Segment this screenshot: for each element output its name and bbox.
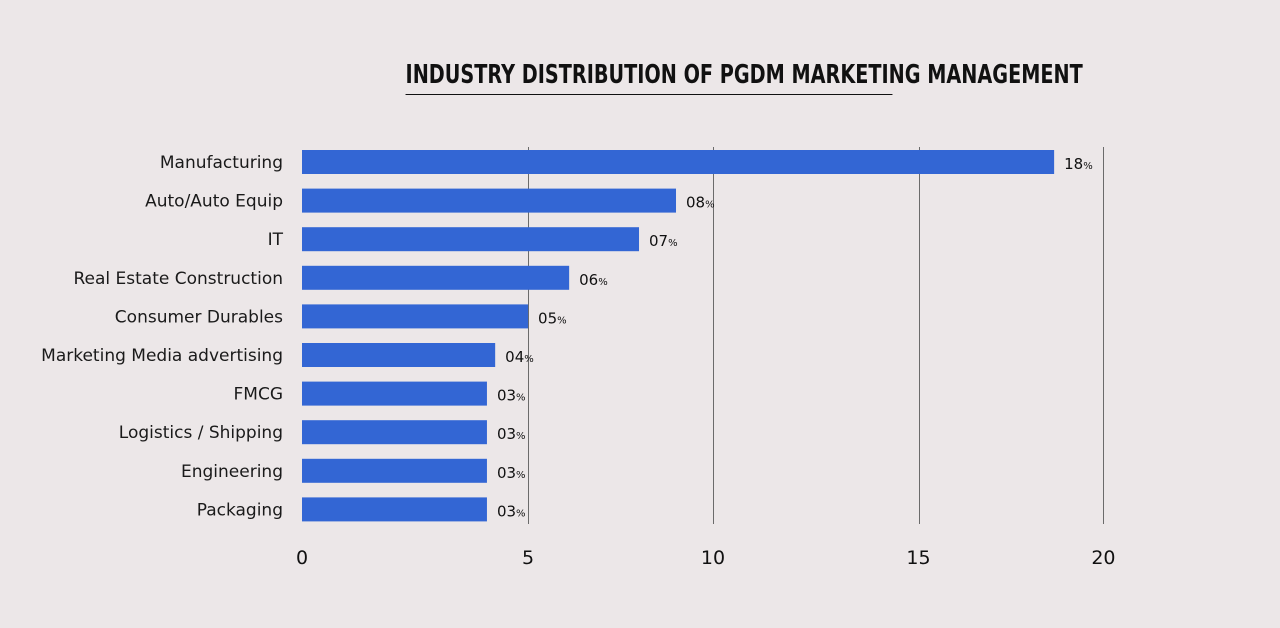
x-tick-label: 10 [701,547,725,569]
value-label: 05% [538,309,567,327]
x-tick-label: 15 [906,547,930,569]
x-tick-label: 20 [1091,547,1115,569]
value-label: 04% [505,348,534,366]
bar [302,188,677,213]
category-label: Consumer Durables [115,307,283,327]
bar [302,265,570,290]
bar [302,458,487,483]
x-tick-label: 5 [522,547,534,569]
x-axis-ticks: 0 5 10 15 20 [296,547,1116,569]
x-tick-label: 0 [296,547,308,569]
category-label: Manufacturing [160,153,283,173]
category-label: Logistics / Shipping [119,423,283,443]
bars [302,150,1055,522]
value-label: 08% [686,194,715,212]
value-label: 03% [497,387,526,405]
category-label: Marketing Media advertising [41,346,283,366]
bar [302,150,1055,174]
value-label: 07% [649,232,678,250]
bar [302,381,487,406]
value-label: 03% [497,425,526,443]
bar [302,304,529,329]
bar [302,420,487,445]
category-label: Engineering [181,462,283,482]
bar [302,227,640,252]
value-label: 18% [1064,155,1093,173]
category-label: Auto/Auto Equip [145,192,283,212]
bar [302,497,487,522]
value-label: 03% [497,502,526,520]
category-label: Real Estate Construction [73,269,283,289]
value-label: 03% [497,464,526,482]
category-labels: Manufacturing Auto/Auto Equip IT Real Estat… [41,153,283,520]
bar [302,343,496,367]
category-label: IT [268,230,284,250]
value-label: 06% [579,271,608,289]
category-label: FMCG [234,385,284,405]
category-label: Packaging [197,500,283,520]
